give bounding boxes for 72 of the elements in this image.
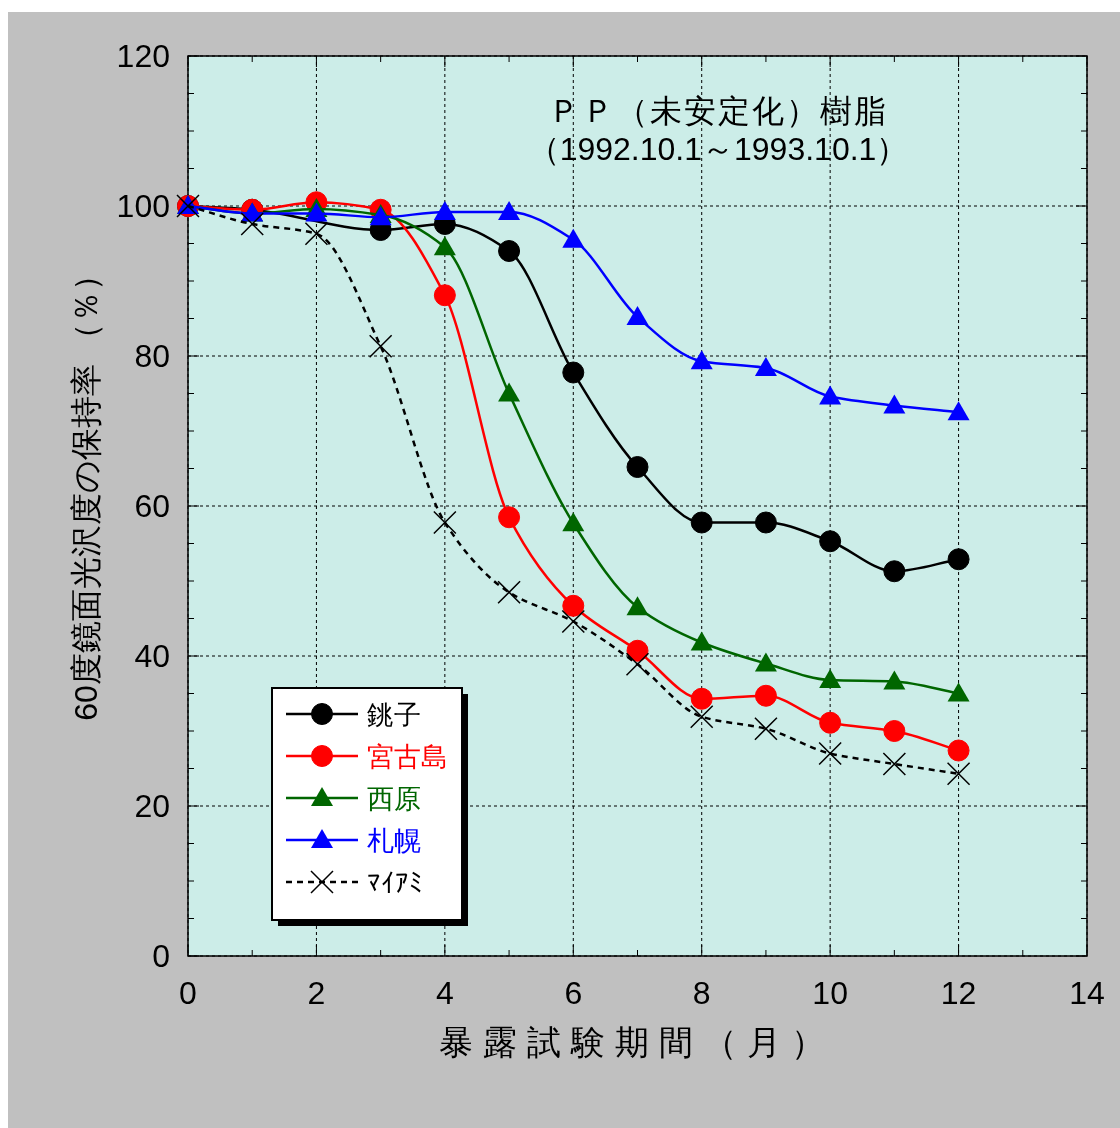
- point: [368, 334, 393, 358]
- legend-label: 札幌: [367, 826, 421, 856]
- x-tick-label: 12: [940, 975, 977, 1011]
- x-axis-title: 暴露試験期間（月）: [439, 1023, 835, 1061]
- point: [754, 357, 777, 376]
- x-tick-label: 2: [307, 975, 326, 1011]
- point: [433, 510, 457, 535]
- point: [305, 202, 328, 222]
- legend-label: 宮古島: [367, 742, 448, 772]
- point: [304, 222, 329, 246]
- point: [946, 762, 971, 786]
- point: [498, 240, 521, 262]
- point: [819, 530, 842, 553]
- point: [433, 236, 456, 256]
- x-tick-label: 6: [564, 975, 583, 1011]
- point: [690, 350, 713, 370]
- point: [433, 201, 456, 220]
- y-tick-label: 120: [116, 38, 170, 74]
- point: [819, 385, 842, 405]
- point: [754, 684, 777, 707]
- point: [626, 306, 649, 325]
- point: [883, 394, 906, 414]
- point: [947, 548, 970, 571]
- point: [754, 652, 777, 672]
- point: [626, 456, 649, 478]
- point: [947, 739, 970, 762]
- x-tick-label: 10: [812, 975, 848, 1011]
- x-tick-label: 4: [435, 975, 454, 1011]
- y-tick-label: 40: [134, 638, 170, 674]
- point: [689, 705, 714, 729]
- point: [433, 284, 456, 307]
- point: [819, 669, 842, 688]
- point: [562, 594, 585, 617]
- point: [882, 752, 907, 776]
- legend-label: ﾏｲｱﾐ: [367, 868, 423, 898]
- point: [883, 560, 906, 583]
- point: [818, 741, 842, 766]
- point: [498, 382, 521, 402]
- point: [561, 609, 586, 634]
- y-tick-label: 100: [116, 188, 170, 224]
- y-tick-label: 0: [152, 938, 170, 974]
- y-tick-label: 80: [134, 338, 170, 374]
- point: [497, 580, 521, 604]
- point: [498, 506, 521, 529]
- legend-label: 西原: [367, 784, 421, 814]
- point: [947, 682, 970, 702]
- x-tick-label: 14: [1069, 975, 1105, 1011]
- point: [754, 511, 777, 534]
- point: [690, 511, 713, 534]
- legend-label: 銚子: [367, 700, 421, 730]
- y-tick-label: 60: [134, 488, 170, 524]
- point: [690, 631, 713, 651]
- x-tick-label: 8: [692, 975, 711, 1011]
- point: [690, 687, 713, 710]
- point: [754, 717, 778, 741]
- point: [883, 720, 906, 742]
- point: [562, 361, 585, 384]
- text: （1992.10.1～1993.10.1）: [527, 131, 909, 167]
- point: [240, 212, 264, 236]
- point: [626, 596, 649, 616]
- x-tick-label: 0: [179, 975, 197, 1011]
- point: [883, 670, 906, 690]
- point: [562, 228, 585, 248]
- point: [626, 639, 649, 662]
- y-axis-title: 60度鏡面光沢度の保持率 （％）: [68, 259, 104, 721]
- point: [819, 711, 842, 734]
- text: ＰＰ（未安定化）樹脂: [548, 93, 888, 129]
- point: [562, 512, 585, 532]
- point: [625, 652, 650, 676]
- point: [498, 201, 521, 220]
- y-tick-label: 20: [134, 788, 170, 824]
- point: [947, 401, 970, 421]
